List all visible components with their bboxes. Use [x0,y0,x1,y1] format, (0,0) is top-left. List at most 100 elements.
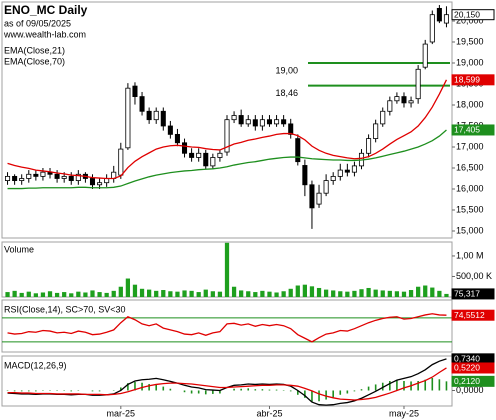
bar [394,291,400,297]
candle-body [436,7,442,22]
bar [288,288,293,297]
histogram-bar [247,388,250,391]
candle-body [281,119,287,125]
candle-body [167,125,173,135]
value-tag [451,362,495,374]
candle-body [231,115,237,121]
series-line [7,367,447,401]
candle-body [422,43,428,68]
bar [118,286,123,297]
histogram-bar [318,390,320,402]
candle-body [118,148,124,176]
candle-body [351,165,357,173]
candle-body [210,157,216,167]
histogram-bar [148,384,150,391]
value-tag [451,309,495,321]
bar [47,291,53,297]
histogram-bar [424,379,427,391]
histogram-bar [304,390,306,398]
bar [224,242,230,297]
histogram-bar [35,390,37,392]
bar [203,289,208,297]
bar [26,291,31,297]
y-tick-label: 19,500 [456,36,484,46]
bar [338,291,343,297]
histogram-bar [240,388,242,391]
candle-body [139,96,145,112]
bar [19,292,24,297]
candle-body [125,87,131,149]
bar [139,288,145,297]
bar [331,290,336,297]
series-line [7,129,447,190]
bar [231,286,237,297]
bar [444,293,449,297]
histogram-bar [431,377,434,391]
bar [309,286,315,297]
histogram-bar [403,381,405,391]
bar [69,293,74,297]
value-tag-label: 18,599 [454,75,480,85]
bar [147,289,152,297]
bar [416,286,421,297]
histogram-bar [261,389,264,391]
candle-body [380,110,386,125]
histogram-bar [27,390,30,392]
candle-body [274,119,280,125]
value-tag-label: 0,5220 [454,363,480,373]
bar [161,290,166,297]
bar [359,289,364,297]
bar [437,290,442,297]
histogram-bar [204,390,207,395]
bar [239,290,244,297]
candle-body [316,192,322,205]
histogram-bar [127,383,129,391]
histogram-bar [197,390,200,394]
histogram-bar [169,388,172,391]
candle-body [217,152,223,158]
bar [345,291,350,297]
candle-body [153,110,159,121]
value-tag-label: 17,405 [454,125,480,135]
histogram-bar [346,390,349,394]
value-tag-label: 75,317 [454,289,480,299]
bar [76,291,81,297]
bar [352,290,357,297]
chart-source: www.wealth-lab.com [3,29,86,39]
histogram-bar [183,390,186,393]
histogram-bar [13,390,16,392]
histogram-bar [219,390,221,394]
histogram-bar [339,390,342,395]
bar [154,290,159,297]
bar [104,292,109,297]
legend-entry: EMA(Close,70) [4,56,65,66]
candle-body [54,173,60,179]
candle-body [68,175,74,181]
histogram-bar [155,384,158,391]
bar [189,290,194,297]
candle-body [295,138,301,163]
histogram-bar [20,390,23,392]
value-tag [451,124,495,136]
histogram-bar [311,390,313,402]
candle-body [344,169,350,173]
bar [260,290,265,297]
candle-body [75,173,81,181]
candle-body [266,119,273,125]
histogram-bar [396,380,398,391]
y-tick-label: 17,000 [456,141,484,151]
annotation-label: 19,00 [275,65,298,75]
bar [90,290,95,297]
bar [111,290,116,297]
bar [40,292,46,297]
histogram-bar [367,386,370,391]
histogram-bar [360,389,363,391]
value-tag-label: 74,5512 [454,310,485,320]
histogram-bar [389,381,391,391]
bar [5,292,10,297]
bar [54,292,60,297]
bar [387,290,392,297]
value-tag [451,375,495,387]
y-tick-label: 16,000 [456,183,484,193]
histogram-bar [438,379,441,391]
